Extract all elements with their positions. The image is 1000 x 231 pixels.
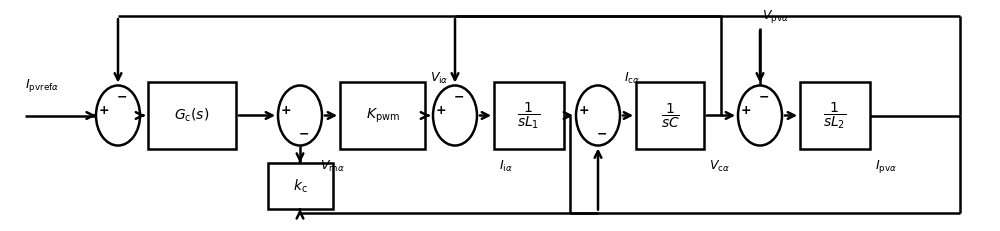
FancyBboxPatch shape <box>494 82 564 149</box>
Text: $I_{\mathrm{pv}\alpha}$: $I_{\mathrm{pv}\alpha}$ <box>875 158 897 175</box>
Text: $\dfrac{1}{sC}$: $\dfrac{1}{sC}$ <box>661 101 679 130</box>
Text: $V_{\mathrm{i}\alpha}$: $V_{\mathrm{i}\alpha}$ <box>430 71 449 86</box>
Text: +: + <box>578 103 589 117</box>
Text: $\dfrac{1}{sL_2}$: $\dfrac{1}{sL_2}$ <box>823 100 847 131</box>
Text: +: + <box>280 103 291 117</box>
FancyBboxPatch shape <box>148 82 236 149</box>
Text: $K_{\mathrm{pwm}}$: $K_{\mathrm{pwm}}$ <box>366 106 399 125</box>
Text: −: − <box>454 91 465 104</box>
FancyBboxPatch shape <box>800 82 870 149</box>
Text: $k_{\mathrm{c}}$: $k_{\mathrm{c}}$ <box>293 177 308 195</box>
FancyBboxPatch shape <box>268 163 333 209</box>
Text: $V_{\mathrm{c}\alpha}$: $V_{\mathrm{c}\alpha}$ <box>709 159 730 174</box>
Text: +: + <box>98 103 109 117</box>
Text: −: − <box>759 91 770 104</box>
FancyBboxPatch shape <box>340 82 425 149</box>
Text: $G_{\mathrm{c}}(s)$: $G_{\mathrm{c}}(s)$ <box>174 107 210 124</box>
Text: +: + <box>435 103 446 117</box>
Text: $I_{\mathrm{c}\alpha}$: $I_{\mathrm{c}\alpha}$ <box>624 71 640 86</box>
Text: −: − <box>299 127 310 140</box>
Text: $I_{\mathrm{pvref}\alpha}$: $I_{\mathrm{pvref}\alpha}$ <box>25 77 59 94</box>
Text: −: − <box>117 91 128 104</box>
Text: $V_{\mathrm{m}\alpha}$: $V_{\mathrm{m}\alpha}$ <box>320 159 345 174</box>
Text: $V_{\mathrm{pv}\alpha}$: $V_{\mathrm{pv}\alpha}$ <box>762 8 788 25</box>
Text: $\dfrac{1}{sL_1}$: $\dfrac{1}{sL_1}$ <box>517 100 541 131</box>
Text: +: + <box>740 103 751 117</box>
FancyBboxPatch shape <box>636 82 704 149</box>
Text: $I_{\mathrm{i}\alpha}$: $I_{\mathrm{i}\alpha}$ <box>499 159 513 174</box>
Text: −: − <box>597 127 608 140</box>
